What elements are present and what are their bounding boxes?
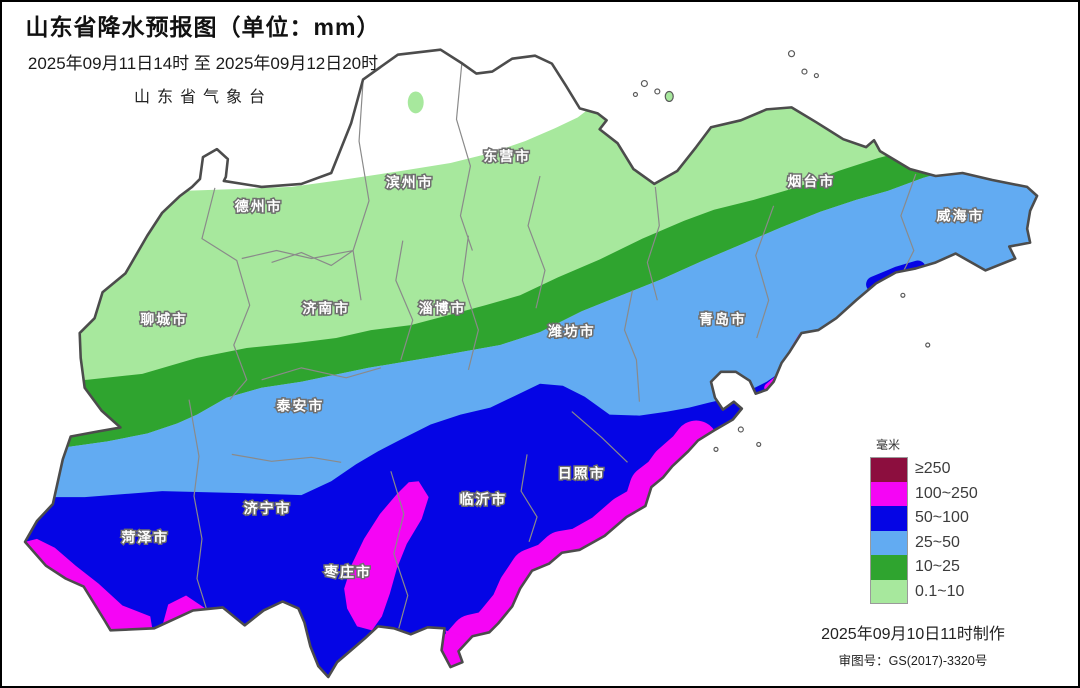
- province-border: [23, 48, 1039, 679]
- city-label: 滨州市: [386, 174, 434, 190]
- forecast-period: 2025年09月11日14时 至 2025年09月12日20时: [27, 54, 379, 73]
- legend-swatch-250plus: [870, 457, 908, 482]
- legend-swatch-10-25: [870, 555, 908, 580]
- legend-label: 100~250: [915, 484, 978, 502]
- legend-swatch-0.1-10: [870, 579, 908, 604]
- city-label: 东营市: [483, 148, 531, 164]
- legend-row: ≥250: [870, 457, 978, 482]
- band-100-250-central: [344, 481, 429, 631]
- city-label: 淄博市: [419, 300, 467, 316]
- city-label: 济南市: [302, 300, 350, 316]
- agency-name: 山东省气象台: [133, 89, 272, 106]
- city-labels: 德州市 滨州市 东营市 聊城市 济南市 淄博市 潍坊市 烟台市 威海市 青岛市 …: [120, 147, 985, 582]
- approval-number: 审图号：GS(2017)-3320号: [838, 654, 988, 668]
- legend-row: 25~50: [870, 530, 978, 555]
- legend-rows: ≥250 100~250 50~100 25~50 10~25 0.1~10: [870, 457, 978, 604]
- islands: [632, 50, 931, 452]
- city-label: 菏泽市: [121, 529, 169, 545]
- legend-unit-label: 毫米: [876, 438, 901, 452]
- legend-swatch-25-50: [870, 530, 908, 555]
- legend-swatch-100-250: [870, 481, 908, 506]
- legend-row: 10~25: [870, 555, 978, 580]
- band-100-250-dab3: [740, 392, 760, 408]
- map-header: 山东省降水预报图（单位：mm） 2025年09月11日14时 至 2025年09…: [7, 8, 399, 107]
- legend-label: 25~50: [915, 533, 960, 551]
- city-label: 德州市: [234, 198, 283, 214]
- small-25-50-spot: [34, 438, 43, 447]
- city-label: 枣庄市: [323, 564, 372, 580]
- city-label: 日照市: [558, 465, 606, 481]
- legend: 毫米 ≥250 100~250 50~100 25~50 10~25: [870, 436, 978, 604]
- legend-label: 50~100: [915, 509, 969, 527]
- legend-label: ≥250: [915, 460, 951, 478]
- legend-row: 50~100: [870, 506, 978, 531]
- city-label: 泰安市: [276, 398, 325, 414]
- legend-row: 100~250: [870, 481, 978, 506]
- city-label: 济宁市: [244, 500, 292, 516]
- city-label: 青岛市: [699, 311, 747, 327]
- light-rain-spot: [407, 91, 424, 114]
- legend-label: 0.1~10: [915, 582, 965, 600]
- page-title: 山东省降水预报图（单位：mm）: [25, 14, 381, 40]
- city-label: 潍坊市: [548, 323, 596, 339]
- city-label: 烟台市: [788, 173, 836, 189]
- city-label: 威海市: [937, 208, 985, 224]
- city-label: 聊城市: [140, 311, 188, 327]
- legend-row: 0.1~10: [870, 579, 978, 604]
- band-10-25: [25, 139, 1008, 452]
- production-time: 2025年09月10日11时制作: [821, 626, 1005, 643]
- legend-label: 10~25: [915, 558, 960, 576]
- city-boundaries: [188, 56, 917, 629]
- band-100-250-sw: [25, 538, 153, 631]
- legend-swatch-50-100: [870, 506, 908, 531]
- city-label: 临沂市: [459, 491, 507, 507]
